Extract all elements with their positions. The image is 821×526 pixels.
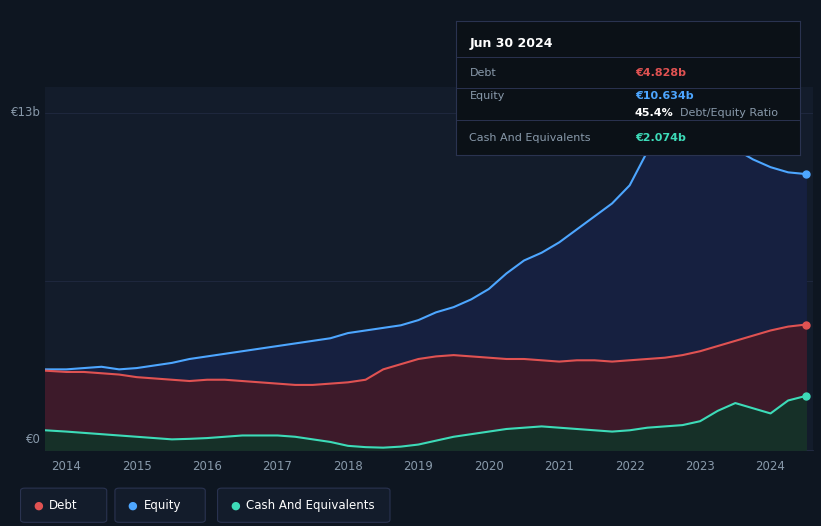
Text: Equity: Equity [470,91,505,101]
Text: €10.634b: €10.634b [635,91,694,101]
Text: €4.828b: €4.828b [635,68,686,78]
Text: €13b: €13b [11,106,41,119]
Text: ●: ● [127,500,137,510]
Text: Debt/Equity Ratio: Debt/Equity Ratio [680,108,777,118]
Text: Equity: Equity [144,499,181,512]
Text: Debt: Debt [470,68,496,78]
Text: Debt: Debt [49,499,78,512]
Text: Cash And Equivalents: Cash And Equivalents [246,499,375,512]
Text: Cash And Equivalents: Cash And Equivalents [470,133,591,143]
Text: Jun 30 2024: Jun 30 2024 [470,37,553,50]
Text: ●: ● [230,500,240,510]
Text: €0: €0 [26,433,41,446]
Text: €2.074b: €2.074b [635,133,686,143]
Text: 45.4%: 45.4% [635,108,674,118]
Text: ●: ● [33,500,43,510]
